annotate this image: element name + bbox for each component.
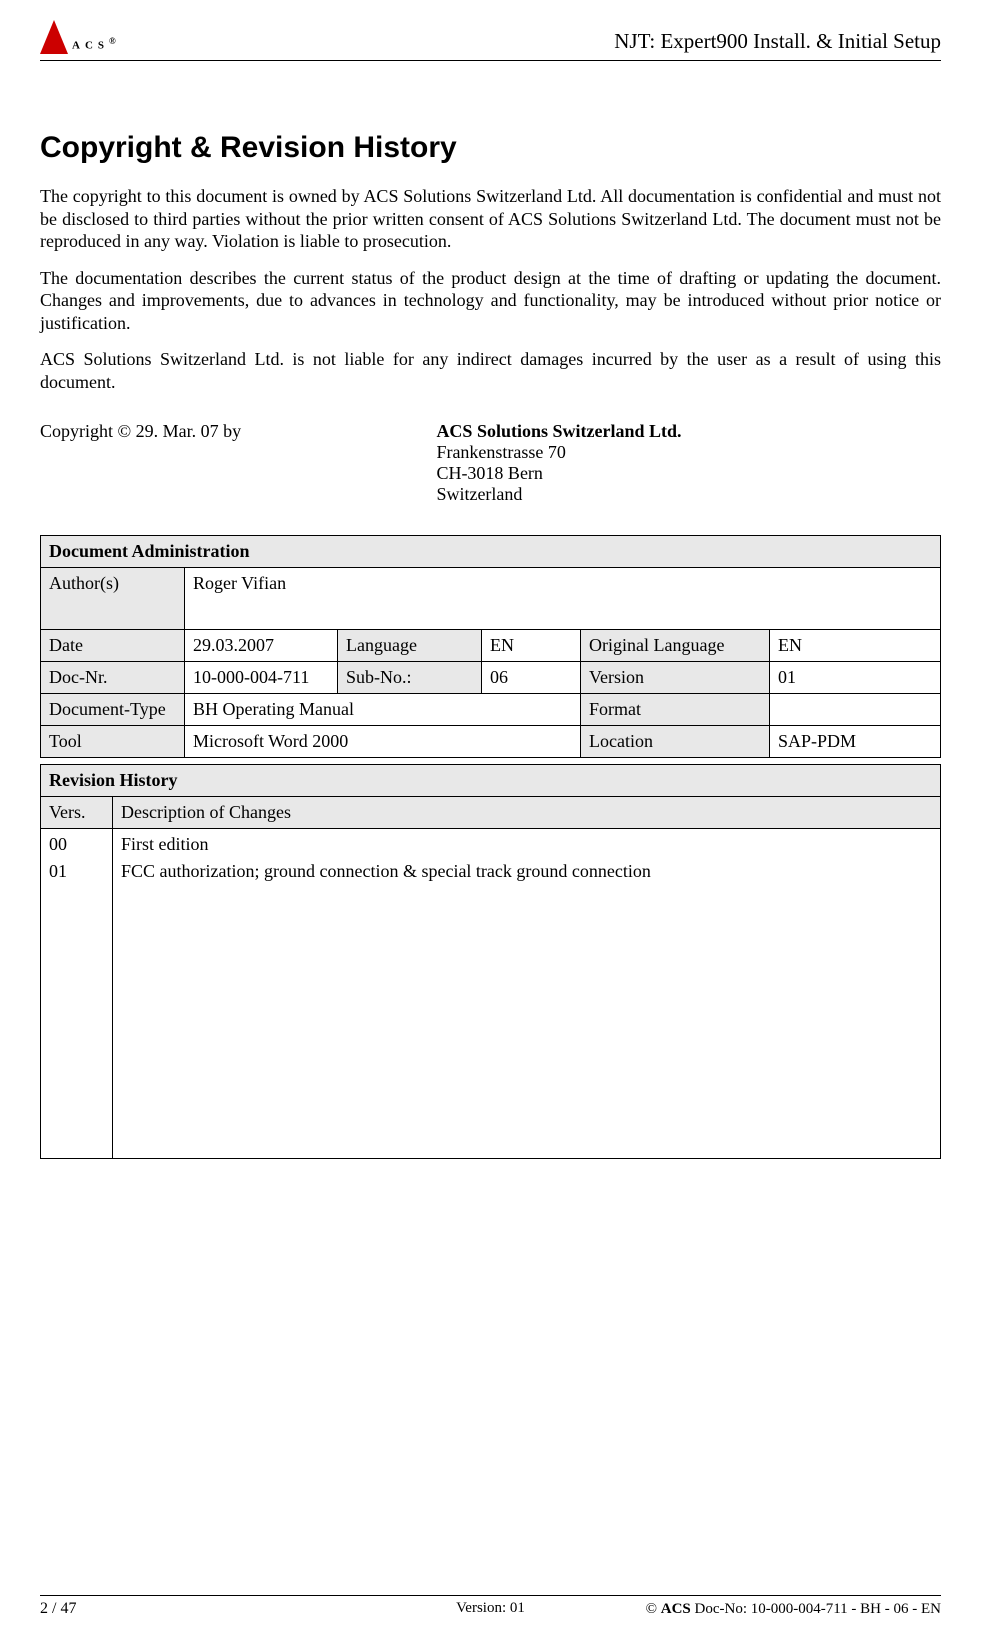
location-label: Location	[581, 726, 770, 758]
doctype-label: Document-Type	[41, 694, 185, 726]
revision-title: Revision History	[41, 765, 941, 797]
logo-triangle-icon	[40, 20, 68, 54]
section-title: Copyright & Revision History	[40, 131, 941, 165]
copyright-by-line: Copyright © 29. Mar. 07 by	[40, 421, 436, 505]
orig-lang-label: Original Language	[581, 630, 770, 662]
revision-desc-column: First edition FCC authorization; ground …	[113, 829, 941, 1159]
header-title: NJT: Expert900 Install. & Initial Setup	[614, 29, 941, 54]
copyright-block: Copyright © 29. Mar. 07 by ACS Solutions…	[40, 421, 941, 505]
tool-value: Microsoft Word 2000	[185, 726, 581, 758]
footer-docno: © ACS Doc-No: 10-000-004-711 - BH - 06 -…	[646, 1601, 941, 1618]
language-label: Language	[338, 630, 482, 662]
language-value: EN	[482, 630, 581, 662]
copyright-address: ACS Solutions Switzerland Ltd. Frankenst…	[436, 421, 941, 505]
document-administration-table: Document Administration Author(s) Roger …	[40, 535, 941, 758]
page-footer: 2 / 47 Version: 01 © ACS Doc-No: 10-000-…	[40, 1595, 941, 1618]
subno-value: 06	[482, 662, 581, 694]
orig-lang-value: EN	[770, 630, 941, 662]
revision-desc-1: FCC authorization; ground connection & s…	[121, 861, 651, 882]
registered-icon: ®	[109, 36, 121, 46]
author-label: Author(s)	[41, 568, 185, 630]
company-street: Frankenstrasse 70	[436, 442, 941, 463]
author-value: Roger Vifian	[185, 568, 941, 630]
footer-page-number: 2 / 47	[40, 1600, 76, 1618]
paragraph-1: The copyright to this document is owned …	[40, 185, 941, 253]
location-value: SAP-PDM	[770, 726, 941, 758]
company-name: ACS Solutions Switzerland Ltd.	[436, 421, 941, 442]
revision-vers-1: 01	[49, 861, 67, 882]
company-country: Switzerland	[436, 484, 941, 505]
logo: ACS®	[40, 20, 121, 54]
date-value: 29.03.2007	[185, 630, 338, 662]
format-label: Format	[581, 694, 770, 726]
revision-vers-column: 00 01	[41, 829, 113, 1159]
version-value: 01	[770, 662, 941, 694]
logo-text: ACS®	[72, 36, 121, 54]
revision-desc-label: Description of Changes	[113, 797, 941, 829]
footer-docno-text: Doc-No: 10-000-004-711 - BH - 06 - EN	[695, 1601, 941, 1617]
footer-acs: ACS	[661, 1601, 691, 1617]
doctype-value: BH Operating Manual	[185, 694, 581, 726]
date-label: Date	[41, 630, 185, 662]
company-city: CH-3018 Bern	[436, 463, 941, 484]
docnr-value: 10-000-004-711	[185, 662, 338, 694]
revision-vers-0: 00	[49, 834, 67, 855]
paragraph-3: ACS Solutions Switzerland Ltd. is not li…	[40, 348, 941, 393]
paragraph-2: The documentation describes the current …	[40, 267, 941, 335]
version-label: Version	[581, 662, 770, 694]
docnr-label: Doc-Nr.	[41, 662, 185, 694]
logo-letters: ACS	[72, 40, 109, 52]
revision-desc-0: First edition	[121, 834, 209, 855]
footer-version: Version: 01	[456, 1600, 525, 1617]
format-value	[770, 694, 941, 726]
doc-admin-title: Document Administration	[41, 536, 941, 568]
subno-label: Sub-No.:	[338, 662, 482, 694]
revision-history-table: Revision History Vers. Description of Ch…	[40, 764, 941, 1159]
tool-label: Tool	[41, 726, 185, 758]
copyright-symbol: ©	[646, 1601, 657, 1617]
page-header: ACS® NJT: Expert900 Install. & Initial S…	[40, 20, 941, 61]
revision-vers-label: Vers.	[41, 797, 113, 829]
